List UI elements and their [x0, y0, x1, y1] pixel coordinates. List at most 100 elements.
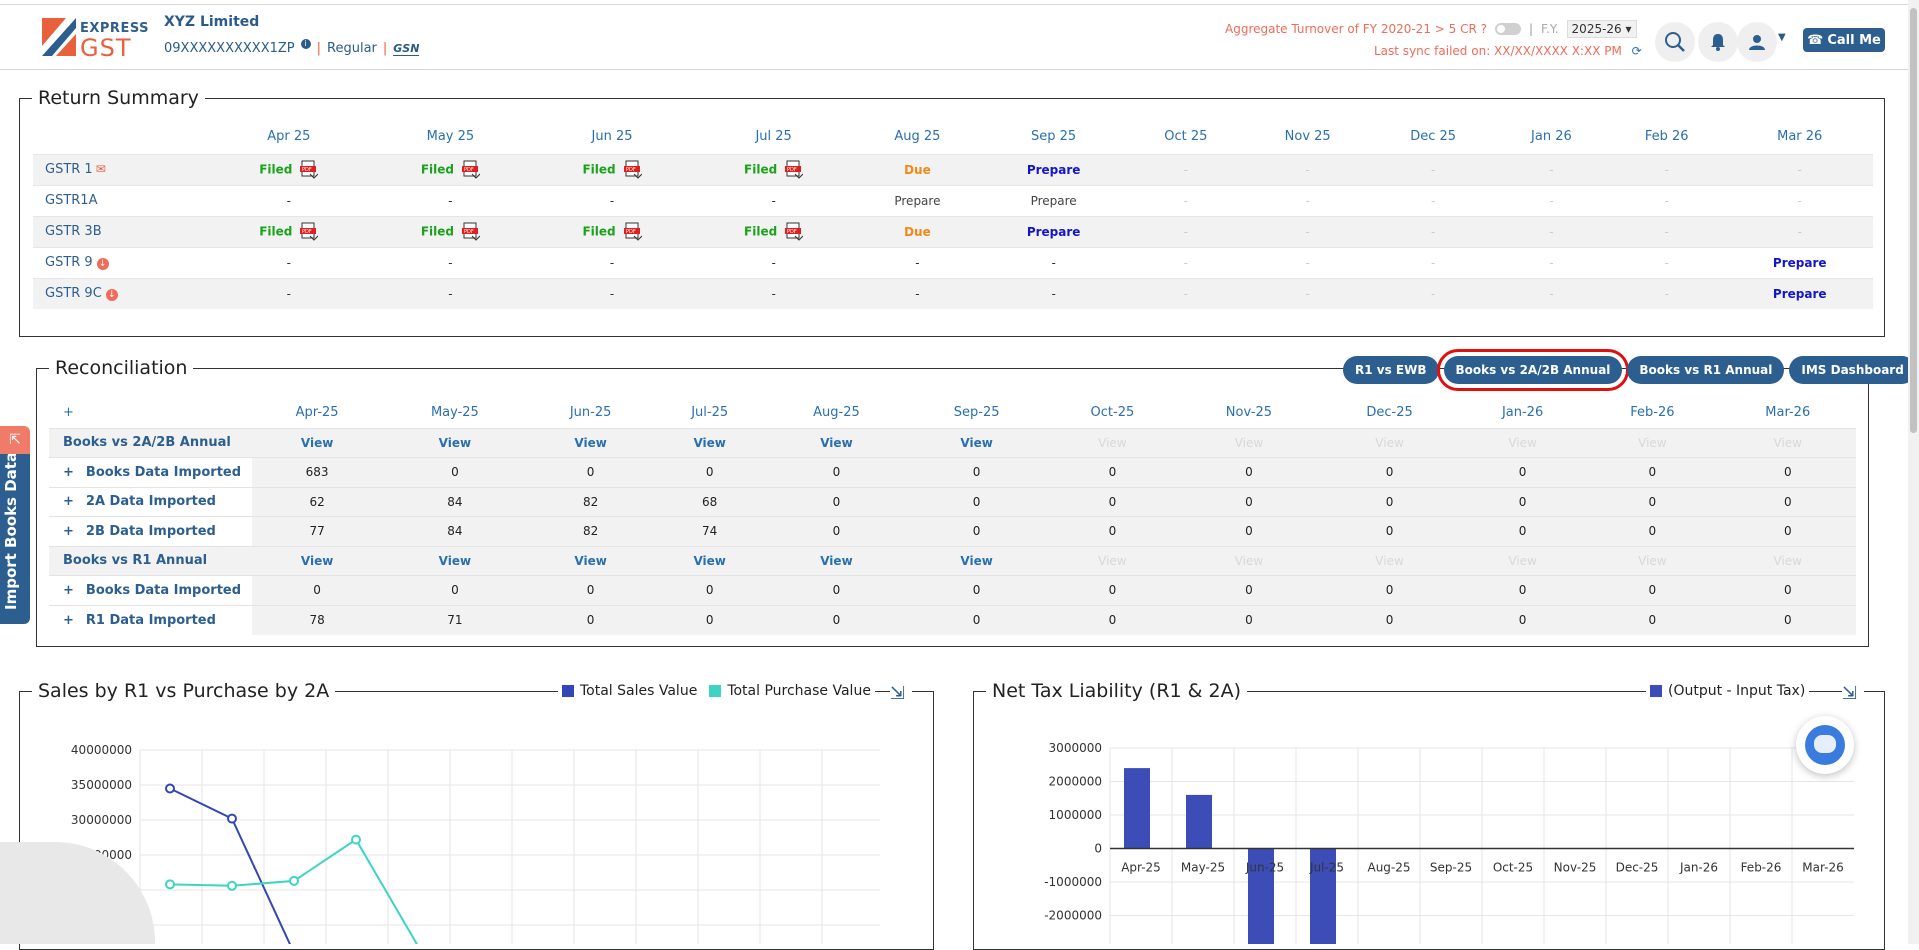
legend-net-tax[interactable]: (Output - Input Tax)	[1668, 683, 1806, 699]
view-link[interactable]: View	[382, 545, 528, 576]
view-link[interactable]: View	[252, 545, 383, 576]
fy-select[interactable]: 2025-26 ▾	[1566, 20, 1637, 38]
expand-icon[interactable]: +	[63, 494, 74, 510]
return-name[interactable]: GSTR 3B	[33, 215, 208, 247]
view-link: View	[1319, 427, 1460, 458]
export-icon[interactable]: ⇲	[890, 683, 912, 705]
pdf-download-icon[interactable]: PDF	[623, 160, 642, 180]
return-name[interactable]: GSTR1A	[33, 184, 208, 216]
data-point[interactable]	[351, 834, 361, 845]
legend-sales[interactable]: Total Sales Value	[580, 683, 698, 699]
data-point[interactable]	[165, 879, 175, 890]
return-status-cell: -	[692, 277, 855, 309]
view-link[interactable]: View	[252, 427, 383, 458]
expand-icon[interactable]: +	[63, 612, 74, 628]
count-cell: 74	[653, 516, 766, 546]
chevron-down-icon[interactable]: ▼	[1778, 32, 1786, 43]
rc-row-label[interactable]: + Books Data Imported	[49, 457, 252, 487]
count-cell: 0	[1585, 486, 1720, 517]
rc-row-label[interactable]: +2A Data Imported	[49, 486, 252, 517]
return-status-cell: -	[980, 277, 1127, 309]
bar[interactable]	[1310, 848, 1336, 945]
view-link[interactable]: View	[765, 545, 908, 576]
bar[interactable]	[1186, 794, 1212, 849]
pdf-download-icon[interactable]: PDF	[461, 222, 481, 242]
table-row: GSTR 3B Filed PDF Filed PDF Filed PDF Filed PDF D…	[33, 215, 1873, 247]
return-name[interactable]: GSTR 9C ↓	[33, 277, 208, 309]
table-row: Books vs 2A/2B Annual View View View View Vie…	[49, 427, 1856, 458]
return-status-cell: -	[1370, 153, 1496, 185]
return-status-cell[interactable]: Due	[854, 153, 981, 185]
pdf-download-icon[interactable]: PDF	[785, 160, 804, 180]
page-scrollbar[interactable]	[1908, 0, 1919, 944]
chatbot-button[interactable]	[1796, 716, 1854, 774]
data-point[interactable]	[289, 875, 299, 886]
data-point[interactable]	[165, 783, 175, 794]
count-cell: 0	[527, 604, 654, 635]
pdf-download-icon[interactable]: PDF	[785, 222, 804, 242]
view-link[interactable]: View	[907, 427, 1047, 458]
view-link[interactable]: View	[765, 427, 908, 458]
return-status-cell[interactable]: Prepare	[980, 184, 1127, 216]
view-link[interactable]: View	[653, 545, 766, 576]
gsn-icon[interactable]: GSN	[393, 41, 420, 56]
pdf-download-icon[interactable]: PDF	[623, 222, 642, 242]
call-me-button[interactable]: ☎ Call Me	[1803, 28, 1885, 52]
view-link: View	[1719, 545, 1856, 576]
import-icon[interactable]: ⇱	[0, 426, 30, 454]
view-link[interactable]: View	[527, 545, 654, 576]
rc-row-label[interactable]: + Books Data Imported	[49, 575, 252, 605]
search-button[interactable]	[1655, 22, 1695, 62]
view-link[interactable]: View	[653, 427, 766, 458]
r1-vs-ewb-button[interactable]: R1 vs EWB	[1343, 356, 1439, 384]
info-icon[interactable]: i	[300, 38, 311, 49]
refresh-icon[interactable]: ⟳	[1631, 44, 1642, 58]
view-link[interactable]: View	[907, 545, 1047, 576]
count-cell: 0	[653, 575, 766, 605]
mail-icon[interactable]: ✉	[95, 162, 106, 176]
return-status-cell[interactable]: Prepare	[1726, 246, 1873, 278]
books-vs-2a2b-annual-button[interactable]: Books vs 2A/2B Annual	[1436, 349, 1630, 391]
return-status-cell[interactable]: Prepare	[980, 153, 1127, 185]
return-status-cell[interactable]: Prepare	[980, 215, 1127, 247]
legend-purchase[interactable]: Total Purchase Value	[727, 683, 871, 699]
count-cell: 0	[1585, 516, 1720, 546]
return-status-cell: -	[692, 246, 855, 278]
import-books-data-tab[interactable]: Import Books Data	[0, 428, 30, 624]
download-icon[interactable]: ↓	[105, 289, 118, 302]
bar[interactable]	[1124, 768, 1150, 849]
return-summary-title: Return Summary	[38, 87, 199, 109]
download-icon[interactable]: ↓	[96, 258, 109, 270]
export-icon[interactable]: ⇲	[1842, 683, 1864, 705]
express-gst-logo[interactable]: EXPRESS GST	[42, 18, 148, 62]
data-point[interactable]	[227, 813, 237, 824]
blank-header	[33, 120, 208, 154]
pdf-download-icon[interactable]: PDF	[461, 160, 481, 180]
bar[interactable]	[1248, 848, 1274, 945]
rs-month-header: Jan 26	[1531, 129, 1572, 145]
scrollbar-thumb[interactable]	[1910, 8, 1917, 433]
expand-icon[interactable]: +	[63, 464, 74, 480]
books-vs-r1-annual-button[interactable]: Books vs R1 Annual	[1627, 356, 1785, 384]
pdf-download-icon[interactable]: PDF	[300, 222, 319, 242]
turnover-toggle[interactable]	[1494, 23, 1521, 35]
return-status-cell[interactable]: Prepare	[1726, 277, 1873, 309]
return-name[interactable]: GSTR 9 ↓	[33, 246, 208, 278]
expand-all-icon[interactable]: +	[63, 405, 74, 421]
ims-dashboard-button[interactable]: IMS Dashboard	[1789, 356, 1916, 384]
pdf-download-icon[interactable]: PDF	[300, 160, 319, 180]
expand-icon[interactable]: +	[63, 582, 74, 598]
count-cell: 0	[1046, 486, 1179, 517]
phone-icon: ☎	[1807, 32, 1824, 48]
user-menu-button[interactable]	[1737, 22, 1777, 62]
return-status-cell[interactable]: Prepare	[854, 184, 981, 216]
notifications-button[interactable]	[1698, 22, 1738, 62]
rc-row-label[interactable]: +2B Data Imported	[49, 516, 252, 546]
view-link[interactable]: View	[382, 427, 528, 458]
return-name[interactable]: GSTR 1 ✉	[33, 153, 208, 185]
data-point[interactable]	[227, 880, 237, 891]
return-status-cell[interactable]: Due	[854, 215, 981, 247]
rc-row-label[interactable]: + R1 Data Imported	[49, 604, 252, 635]
expand-icon[interactable]: +	[63, 523, 74, 539]
view-link[interactable]: View	[527, 427, 654, 458]
